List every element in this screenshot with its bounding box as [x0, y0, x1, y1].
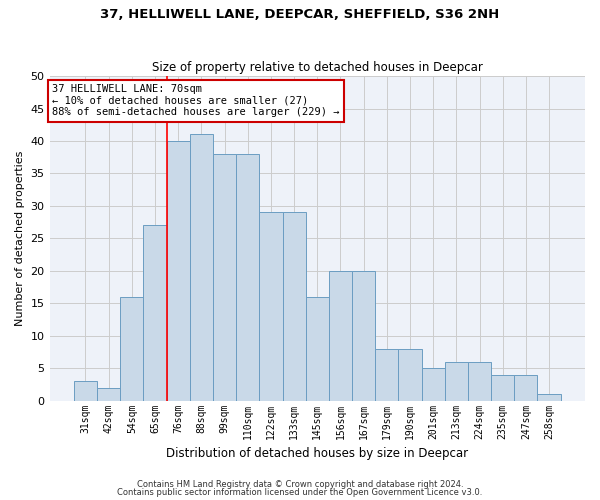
Bar	[305, 297, 329, 401]
Text: 37, HELLIWELL LANE, DEEPCAR, SHEFFIELD, S36 2NH: 37, HELLIWELL LANE, DEEPCAR, SHEFFIELD, …	[100, 8, 500, 20]
Text: Contains HM Land Registry data © Crown copyright and database right 2024.: Contains HM Land Registry data © Crown c…	[137, 480, 463, 489]
Text: Contains public sector information licensed under the Open Government Licence v3: Contains public sector information licen…	[118, 488, 482, 497]
Bar	[97, 388, 120, 400]
X-axis label: Distribution of detached houses by size in Deepcar: Distribution of detached houses by size …	[166, 447, 469, 460]
Bar	[398, 348, 422, 401]
Bar	[283, 212, 305, 400]
Bar	[538, 394, 560, 400]
Text: 37 HELLIWELL LANE: 70sqm
← 10% of detached houses are smaller (27)
88% of semi-d: 37 HELLIWELL LANE: 70sqm ← 10% of detach…	[52, 84, 340, 117]
Bar	[143, 226, 167, 400]
Y-axis label: Number of detached properties: Number of detached properties	[15, 150, 25, 326]
Bar	[236, 154, 259, 400]
Bar	[167, 141, 190, 401]
Bar	[491, 374, 514, 400]
Bar	[352, 271, 375, 400]
Bar	[329, 271, 352, 400]
Title: Size of property relative to detached houses in Deepcar: Size of property relative to detached ho…	[152, 60, 483, 74]
Bar	[190, 134, 213, 400]
Bar	[422, 368, 445, 400]
Bar	[74, 381, 97, 400]
Bar	[468, 362, 491, 401]
Bar	[213, 154, 236, 400]
Bar	[259, 212, 283, 400]
Bar	[514, 374, 538, 400]
Bar	[375, 348, 398, 401]
Bar	[445, 362, 468, 401]
Bar	[120, 297, 143, 401]
